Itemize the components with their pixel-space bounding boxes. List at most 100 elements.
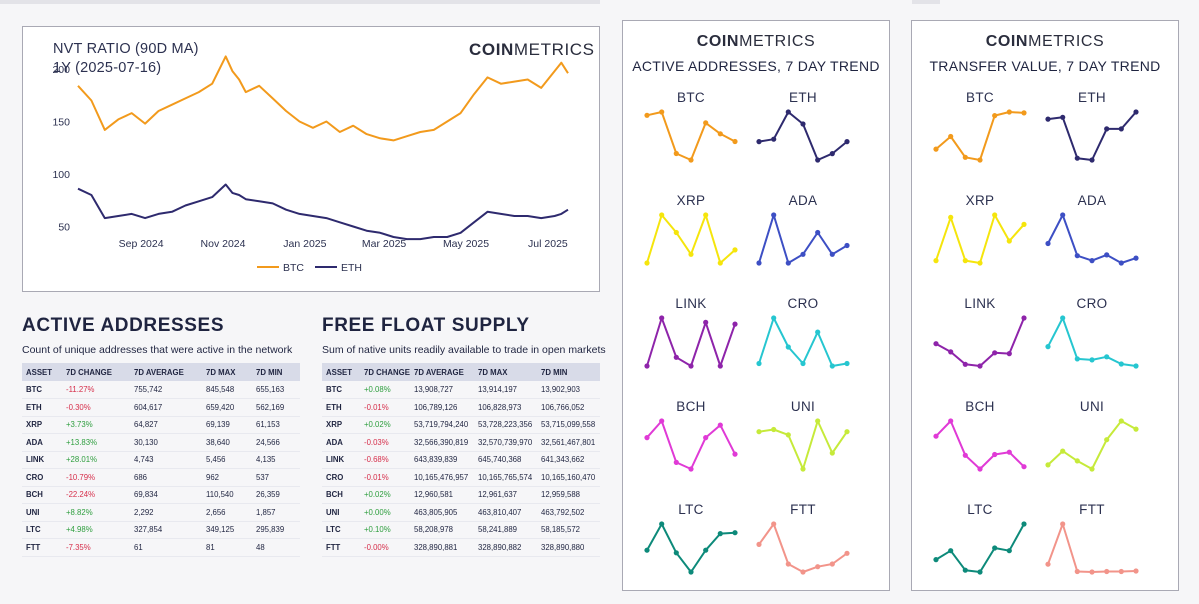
value-cell: 13,908,727 xyxy=(410,381,474,399)
table-row: BCH +0.02% 12,960,581 12,961,637 12,959,588 xyxy=(322,486,600,504)
sparkline-point xyxy=(933,258,939,264)
column-header: 7D MIN xyxy=(252,363,300,381)
value-cell: 53,728,223,356 xyxy=(474,416,537,434)
sparkline-point xyxy=(771,136,777,142)
sparkline-point xyxy=(1118,260,1124,266)
value-cell: 48 xyxy=(252,538,300,557)
table-row: XRP +0.02% 53,719,794,240 53,728,223,356 53,… xyxy=(322,416,600,434)
value-cell: 463,792,502 xyxy=(537,503,600,522)
value-cell: 641,343,662 xyxy=(537,451,600,469)
sparkline-point xyxy=(1118,361,1124,367)
table-row: CRO -0.01% 10,165,476,957 10,165,765,574 10,… xyxy=(322,468,600,487)
sparkline-label-ada: ADA xyxy=(1077,193,1107,208)
value-cell: 13,902,903 xyxy=(537,381,600,399)
change-cell: +0.00% xyxy=(360,503,410,522)
sparkline-ada xyxy=(756,212,850,266)
sparkline-point xyxy=(933,557,939,563)
change-cell: +8.82% xyxy=(62,503,130,522)
sparkline-point xyxy=(732,451,738,457)
sparkline-point xyxy=(717,131,723,137)
sparkline-point xyxy=(644,260,650,266)
sparkline-point xyxy=(659,212,665,218)
value-cell: 12,961,637 xyxy=(474,486,537,504)
sparkline-point xyxy=(1133,426,1139,432)
sparkline-point xyxy=(688,569,694,575)
sparkline-point xyxy=(771,315,777,321)
sparkline-point xyxy=(688,363,694,369)
sparkline-point xyxy=(771,521,777,527)
change-cell: +4.98% xyxy=(62,521,130,539)
sparkline-point xyxy=(703,319,709,325)
x-tick-label: Mar 2025 xyxy=(362,238,407,250)
sparkline-point xyxy=(703,547,709,553)
transfer-value-trend-panel: COINMETRICS TRANSFER VALUE, 7 DAY TREND … xyxy=(911,20,1179,591)
chart-legend: BTC ETH xyxy=(257,262,362,274)
sparkline-point xyxy=(659,418,665,424)
sparkline-point xyxy=(703,212,709,218)
value-cell: 5,456 xyxy=(202,451,252,469)
legend-label: ETH xyxy=(341,262,362,274)
sparkline-point xyxy=(1118,568,1124,575)
asset-cell: ETH xyxy=(22,398,62,417)
change-cell: -0.68% xyxy=(360,451,410,469)
value-cell: 562,169 xyxy=(252,398,300,417)
sparkline-point xyxy=(1021,464,1027,470)
sparkline-point xyxy=(1060,448,1066,454)
column-header: 7D MIN xyxy=(537,363,600,381)
sparkline-point xyxy=(992,545,998,551)
sparkline-label-cro: CRO xyxy=(787,296,819,311)
value-cell: 38,640 xyxy=(202,433,252,452)
table-row: UNI +8.82% 2,292 2,656 1,857 xyxy=(22,503,300,522)
transfer-value-trend-heading: TRANSFER VALUE, 7 DAY TREND xyxy=(929,58,1161,74)
sparkline-cro xyxy=(756,315,850,369)
asset-cell: LINK xyxy=(22,451,62,469)
sparkline-point xyxy=(771,212,777,218)
sparkline-point xyxy=(1060,114,1066,120)
sparkline-btc xyxy=(644,109,738,163)
change-cell: +0.02% xyxy=(360,486,410,504)
top-edge-strip-right xyxy=(912,0,940,4)
sparkline-point xyxy=(659,521,665,527)
sparkline-point xyxy=(717,531,723,537)
asset-cell: CRO xyxy=(322,468,360,487)
value-cell: 106,828,973 xyxy=(474,398,537,417)
table-row: FTT -0.00% 328,890,881 328,890,882 328,890,8… xyxy=(322,538,600,557)
sparkline-point xyxy=(800,569,806,575)
sparkline-point xyxy=(756,360,762,367)
asset-cell: BTC xyxy=(322,381,360,399)
value-cell: 1,857 xyxy=(252,503,300,522)
value-cell: 32,566,390,819 xyxy=(410,433,474,452)
asset-cell: LTC xyxy=(322,521,360,539)
change-cell: +0.10% xyxy=(360,521,410,539)
value-cell: 110,540 xyxy=(202,486,252,504)
sparkline-point xyxy=(1118,126,1124,132)
sparkline-label-ltc: LTC xyxy=(967,502,993,517)
value-cell: 10,165,765,574 xyxy=(474,468,537,487)
value-cell: 4,743 xyxy=(130,451,202,469)
sparkline-label-btc: BTC xyxy=(677,90,705,105)
sparkline-point xyxy=(1021,315,1027,321)
sparkline-point xyxy=(688,251,694,257)
sparkline-point xyxy=(644,435,650,441)
sparkline-ltc xyxy=(933,521,1027,575)
value-cell: 24,566 xyxy=(252,433,300,452)
value-cell: 537 xyxy=(252,468,300,487)
value-cell: 4,135 xyxy=(252,451,300,469)
sparkline-path xyxy=(646,317,736,367)
asset-cell: UNI xyxy=(322,503,360,522)
sparkline-point xyxy=(933,146,939,152)
sparkline-point xyxy=(1104,252,1110,258)
value-cell: 845,548 xyxy=(202,381,252,399)
change-cell: -0.30% xyxy=(62,398,130,417)
sparkline-point xyxy=(1133,568,1139,574)
free-float-subtitle: Sum of native units readily available to… xyxy=(322,344,606,356)
table-row: CRO -10.79% 686 962 537 xyxy=(22,468,300,487)
sparkline-point xyxy=(933,433,939,439)
series-line-btc xyxy=(77,55,569,142)
asset-cell: XRP xyxy=(22,416,62,434)
sparkline-point xyxy=(717,260,723,266)
sparkline-label-uni: UNI xyxy=(790,399,816,414)
sparkline-eth xyxy=(756,109,850,163)
sparkline-point xyxy=(829,450,835,456)
nvt-ratio-chart-panel: NVT RATIO (90D MA) 1Y (2025-07-16) COINM… xyxy=(22,26,600,292)
